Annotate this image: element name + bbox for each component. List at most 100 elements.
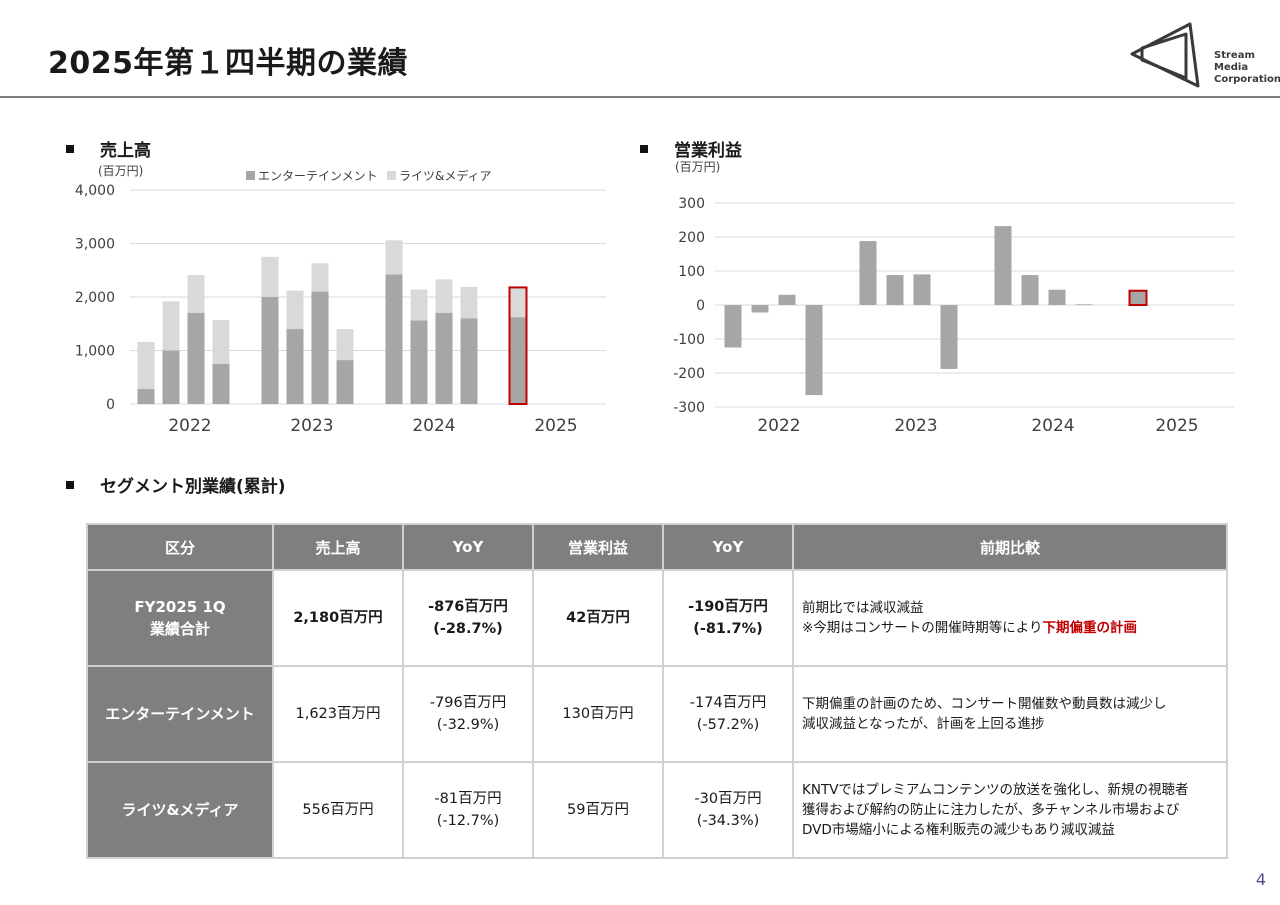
y-tick-label: 3,000 bbox=[75, 237, 115, 253]
bar-rights-media bbox=[286, 290, 304, 330]
bar-rights-media bbox=[410, 289, 428, 321]
sales-yoy-percent: (-28.7%) bbox=[433, 621, 503, 637]
bar-entertainment bbox=[509, 317, 527, 404]
page-number: 4 bbox=[1255, 870, 1266, 889]
comment-cell: 前期比では減収減益 ※今期はコンサートの開催時期等により下期偏重の計画 bbox=[792, 569, 1228, 667]
segment-section-label: セグメント別業績(累計) bbox=[100, 477, 286, 497]
sales-yoy-amount: -81百万円 bbox=[434, 791, 502, 807]
op-cell: 42百万円 bbox=[532, 569, 664, 667]
bar-rights-media bbox=[336, 329, 354, 361]
logo-text-1: Stream bbox=[1214, 50, 1255, 61]
comment-line: 前期比では減収減益 bbox=[802, 600, 924, 616]
op-yoy-amount: -174百万円 bbox=[689, 695, 767, 711]
unit-label: (百万円) bbox=[98, 164, 143, 178]
sales-yoy-cell: -876百万円 (-28.7%) bbox=[402, 569, 534, 667]
op-yoy-percent: (-57.2%) bbox=[696, 717, 760, 733]
sales-cell: 2,180百万円 bbox=[272, 569, 404, 667]
op-yoy-percent: (-34.3%) bbox=[696, 813, 760, 829]
bar-operating-profit bbox=[913, 274, 931, 305]
sales-yoy-percent: (-12.7%) bbox=[436, 813, 500, 829]
bar-rights-media bbox=[385, 240, 403, 275]
bar-entertainment bbox=[286, 329, 304, 404]
sales-yoy-cell: -81百万円 (-12.7%) bbox=[402, 761, 534, 859]
y-tick-label: 200 bbox=[678, 230, 705, 246]
segment-section-heading: セグメント別業績(累計) bbox=[66, 472, 286, 497]
bar-operating-profit bbox=[724, 305, 742, 348]
sales-yoy-amount: -796百万円 bbox=[429, 695, 507, 711]
table-header-row: 区分 売上高 YoY 営業利益 YoY 前期比較 bbox=[86, 523, 1228, 571]
bar-operating-profit bbox=[940, 305, 958, 369]
segment-table: 区分 売上高 YoY 営業利益 YoY 前期比較 FY2025 1Q 業績合計 … bbox=[86, 523, 1228, 859]
bar-rights-media bbox=[261, 256, 279, 297]
op-yoy-cell: -30百万円 (-34.3%) bbox=[662, 761, 794, 859]
legend-swatch bbox=[246, 171, 255, 180]
x-year-label: 2022 bbox=[757, 416, 800, 436]
bar-rights-media bbox=[137, 341, 155, 390]
bar-entertainment bbox=[336, 360, 354, 404]
row-label-line2: 業績合計 bbox=[149, 620, 210, 638]
header-op: 営業利益 bbox=[532, 523, 664, 571]
bar-operating-profit bbox=[1048, 289, 1066, 305]
comment-cell: KNTVではプレミアムコンテンツの放送を強化し、新規の視聴者 獲得および解約の防… bbox=[792, 761, 1228, 859]
legend-label: エンターテインメント bbox=[258, 169, 378, 183]
bar-highlight-outline bbox=[508, 286, 528, 405]
table-row: エンターテインメント 1,623百万円 -796百万円 (-32.9%) 130… bbox=[86, 665, 1228, 763]
bar-entertainment bbox=[137, 389, 155, 404]
op-yoy-cell: -190百万円 (-81.7%) bbox=[662, 569, 794, 667]
logo-text-3: Corporation bbox=[1214, 74, 1280, 85]
logo-text-2: Media bbox=[1214, 62, 1249, 73]
op-section-label: 営業利益 bbox=[674, 141, 742, 161]
x-year-label: 2024 bbox=[1031, 416, 1074, 436]
op-cell: 130百万円 bbox=[532, 665, 664, 763]
sales-section-heading: 売上高 bbox=[66, 136, 151, 161]
bullet-square-icon bbox=[66, 481, 74, 489]
bar-highlight bbox=[1128, 289, 1148, 307]
bar-rights-media bbox=[212, 320, 230, 364]
header-sales: 売上高 bbox=[272, 523, 404, 571]
header-op-yoy: YoY bbox=[662, 523, 794, 571]
row-label-line1: FY2025 1Q bbox=[134, 598, 226, 616]
logo-mark-icon bbox=[1130, 22, 1200, 88]
x-year-label: 2023 bbox=[894, 416, 937, 436]
title-divider bbox=[0, 96, 1280, 98]
comment-line: DVD市場縮小による権利販売の減少もあり減収減益 bbox=[802, 822, 1115, 838]
op-yoy-amount: -30百万円 bbox=[694, 791, 762, 807]
header-category: 区分 bbox=[86, 523, 274, 571]
bar-rights-media bbox=[162, 301, 180, 351]
company-logo: Stream Media Corporation bbox=[1128, 20, 1280, 90]
op-yoy-amount: -190百万円 bbox=[688, 599, 768, 615]
bar-operating-profit bbox=[859, 241, 877, 305]
row-label: エンターテインメント bbox=[86, 665, 274, 763]
unit-label: (百万円) bbox=[675, 160, 720, 174]
sales-cell: 1,623百万円 bbox=[272, 665, 404, 763]
bar-operating-profit bbox=[886, 275, 904, 305]
bar-operating-profit bbox=[751, 305, 769, 313]
bar-entertainment bbox=[410, 320, 428, 404]
sales-yoy-percent: (-32.9%) bbox=[436, 717, 500, 733]
y-tick-label: 300 bbox=[678, 196, 705, 212]
operating-profit-chart: (百万円) -300 -200 -100 0 100 200 300 2022 2023 2024 2… bbox=[673, 160, 1234, 436]
legend-label: ライツ&メディア bbox=[399, 168, 492, 183]
comment-highlight: 下期偏重の計画 bbox=[1042, 620, 1138, 636]
legend-swatch bbox=[387, 171, 396, 180]
comment-line: KNTVではプレミアムコンテンツの放送を強化し、新規の視聴者 bbox=[802, 782, 1189, 798]
bar-operating-profit bbox=[1075, 304, 1093, 306]
bar-rights-media bbox=[187, 275, 205, 314]
bar-entertainment bbox=[162, 350, 180, 404]
bar-operating-profit bbox=[805, 305, 823, 396]
comment-line: 下期偏重の計画のため、コンサート開催数や動員数は減少し bbox=[802, 696, 1167, 712]
bullet-square-icon bbox=[640, 145, 648, 153]
y-tick-label: 100 bbox=[678, 264, 705, 280]
y-tick-label: -200 bbox=[673, 366, 705, 382]
x-year-label: 2022 bbox=[168, 416, 211, 436]
x-year-label: 2025 bbox=[534, 416, 577, 436]
y-tick-label: 1,000 bbox=[75, 344, 115, 360]
y-tick-label: -300 bbox=[673, 400, 705, 416]
comment-cell: 下期偏重の計画のため、コンサート開催数や動員数は減少し 減収減益となったが、計画… bbox=[792, 665, 1228, 763]
op-yoy-cell: -174百万円 (-57.2%) bbox=[662, 665, 794, 763]
op-section-heading: 営業利益 bbox=[640, 136, 742, 161]
x-year-label: 2024 bbox=[412, 416, 455, 436]
sales-chart: (百万円) 0 1,000 2,000 3,000 4,000 エンターテインメント ライツ&… bbox=[75, 164, 606, 436]
y-tick-label: 0 bbox=[696, 298, 705, 314]
bullet-square-icon bbox=[66, 145, 74, 153]
